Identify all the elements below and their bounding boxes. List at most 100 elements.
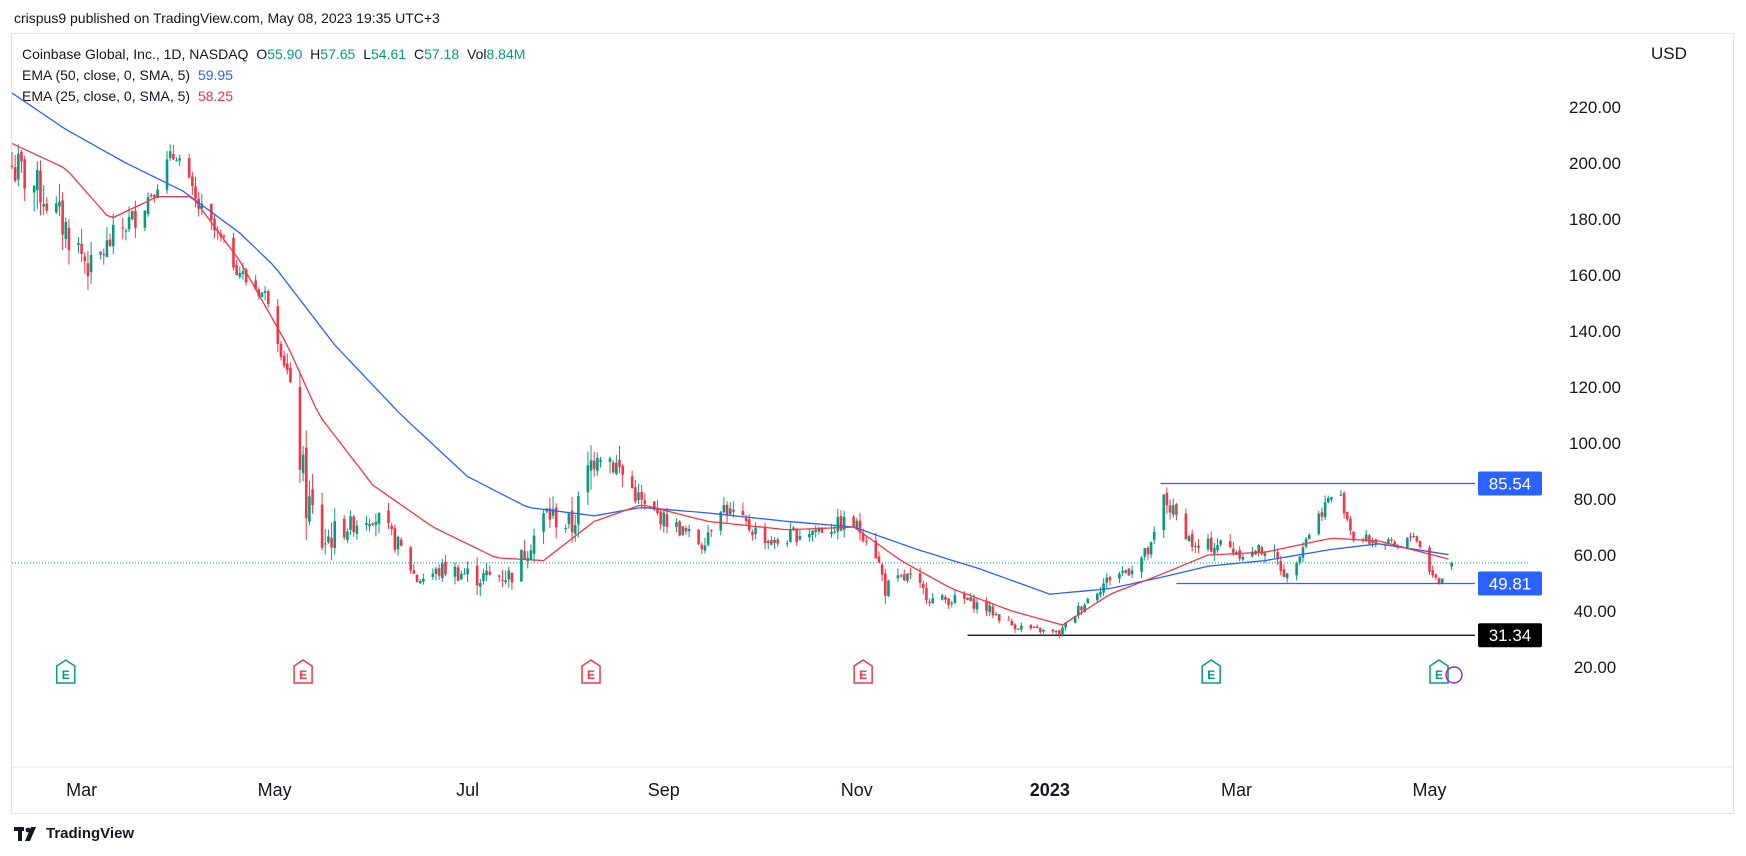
level-badge-bg bbox=[1478, 623, 1542, 648]
candle-body bbox=[643, 500, 647, 504]
candle-up bbox=[1326, 495, 1330, 504]
candle-body bbox=[747, 519, 751, 531]
candle-down bbox=[1010, 618, 1014, 626]
tradingview-branding[interactable]: TradingView bbox=[14, 825, 134, 842]
candle-up bbox=[1143, 548, 1147, 561]
candle-body bbox=[630, 476, 634, 489]
candle-body bbox=[991, 606, 995, 616]
candle-up bbox=[99, 251, 102, 260]
earnings-marker-label: E bbox=[1435, 668, 1443, 682]
candle-up bbox=[77, 237, 80, 254]
candle-body bbox=[32, 185, 36, 193]
candle-body bbox=[1298, 556, 1302, 563]
candle-body bbox=[20, 151, 23, 162]
candle-body bbox=[1434, 574, 1438, 578]
candle-up bbox=[1206, 533, 1210, 552]
y-tick-label: 60.00 bbox=[1574, 546, 1617, 565]
candle-up bbox=[1257, 543, 1260, 557]
candle-body bbox=[1418, 541, 1422, 547]
earnings-marker-shape bbox=[1201, 659, 1221, 684]
candle-down bbox=[510, 572, 514, 590]
ema25-value: 58.25 bbox=[197, 88, 233, 104]
candle-up bbox=[1099, 586, 1102, 598]
candle-down bbox=[741, 502, 745, 517]
candle-body bbox=[308, 496, 311, 522]
candle-up bbox=[1412, 532, 1416, 539]
candle-up bbox=[17, 144, 20, 187]
candle-up bbox=[463, 568, 466, 575]
candle-up bbox=[808, 528, 811, 542]
candle-up bbox=[124, 228, 128, 241]
candle-body bbox=[770, 540, 773, 545]
close-key: C bbox=[413, 46, 425, 62]
candle-up bbox=[811, 530, 814, 542]
candle-up bbox=[542, 509, 545, 544]
candle-up bbox=[1285, 572, 1289, 583]
candle-body bbox=[1345, 511, 1349, 520]
candle-body bbox=[456, 567, 460, 581]
candle-body bbox=[349, 516, 352, 530]
candle-down bbox=[83, 252, 87, 274]
candle-down bbox=[304, 430, 308, 541]
earnings-marker-label: E bbox=[859, 668, 867, 682]
candle-down bbox=[102, 248, 106, 265]
legend-ema50-row[interactable]: EMA (50, close, 0, SMA, 5) 59.95 bbox=[22, 65, 525, 86]
level-badge-label: 85.54 bbox=[1489, 474, 1532, 493]
candle-down bbox=[795, 528, 799, 546]
publisher-line: crispus9 published on TradingView.com, M… bbox=[14, 10, 440, 26]
candle-body bbox=[653, 501, 656, 510]
earnings-marker-icon: E bbox=[853, 659, 873, 684]
candle-body bbox=[1130, 570, 1134, 575]
candle-body bbox=[1095, 593, 1099, 601]
candle-down bbox=[149, 193, 153, 199]
candle-body bbox=[1260, 547, 1264, 555]
candle-body bbox=[1168, 505, 1172, 513]
candle-body bbox=[706, 532, 710, 545]
candle-body bbox=[497, 575, 501, 577]
level-badge-low: 31.34 bbox=[1478, 623, 1542, 648]
candle-down bbox=[554, 503, 558, 539]
candle-body bbox=[333, 521, 337, 549]
tradingview-logo-icon bbox=[14, 826, 36, 841]
candle-up bbox=[1295, 561, 1298, 581]
candle-down bbox=[1368, 533, 1371, 545]
candle-body bbox=[368, 524, 371, 527]
candle-body bbox=[944, 596, 947, 600]
candle-up bbox=[596, 452, 599, 476]
candle-up bbox=[460, 570, 463, 580]
level-badges: 85.54 49.81 31.34 bbox=[1478, 471, 1542, 648]
candle-down bbox=[456, 564, 460, 581]
symbol-label[interactable]: Coinbase Global, Inc., 1D, NASDAQ bbox=[22, 46, 249, 62]
candle-down bbox=[1146, 546, 1150, 561]
candle-up bbox=[1219, 539, 1222, 547]
ema50-label: EMA (50, close, 0, SMA, 5) bbox=[22, 67, 191, 83]
candle-body bbox=[257, 289, 261, 297]
candle-body bbox=[678, 521, 681, 536]
candle-up bbox=[662, 510, 666, 533]
candle-down bbox=[80, 228, 83, 262]
candles bbox=[10, 144, 1453, 639]
candle-down bbox=[770, 536, 773, 546]
candle-down bbox=[1276, 548, 1279, 565]
candle-down bbox=[659, 509, 662, 530]
candle-up bbox=[64, 217, 68, 249]
candle-body bbox=[441, 563, 444, 579]
candle-up bbox=[32, 184, 36, 212]
candle-down bbox=[86, 250, 90, 291]
candle-body bbox=[811, 530, 814, 536]
candle-down bbox=[985, 597, 988, 617]
candle-body bbox=[111, 224, 115, 247]
legend-ema25-row[interactable]: EMA (25, close, 0, SMA, 5) 58.25 bbox=[22, 86, 525, 107]
candle-down bbox=[630, 470, 634, 489]
candle-down bbox=[121, 217, 125, 240]
candle-body bbox=[687, 528, 691, 532]
candle-down bbox=[13, 154, 17, 183]
candle-down bbox=[191, 171, 194, 195]
candle-down bbox=[776, 537, 780, 547]
candle-body bbox=[529, 550, 533, 560]
candle-body bbox=[453, 566, 457, 577]
candle-body bbox=[143, 210, 147, 228]
candle-up bbox=[168, 144, 172, 161]
candle-body bbox=[13, 167, 17, 181]
